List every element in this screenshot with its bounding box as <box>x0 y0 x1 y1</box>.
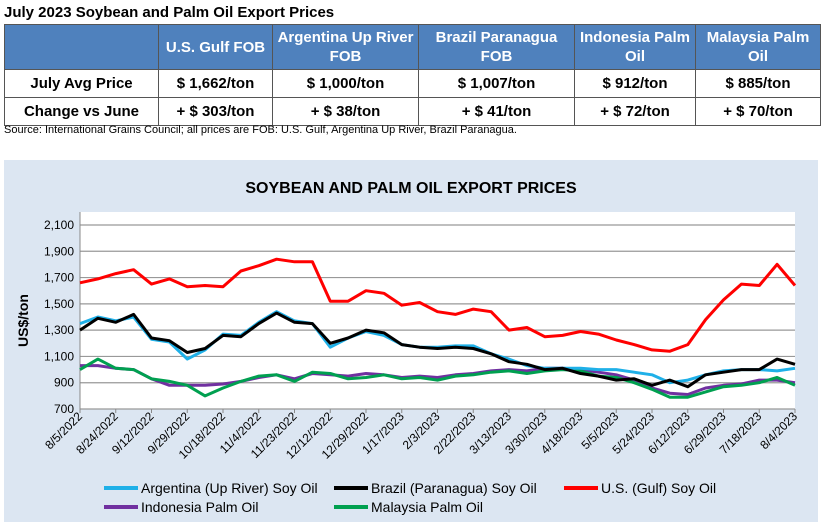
legend-label: Argentina (Up River) Soy Oil <box>141 480 318 496</box>
header-brazil: Brazil Paranagua FOB <box>418 24 575 70</box>
y-tick-label: 900 <box>54 376 74 390</box>
cell: + $ 41/ton <box>418 97 575 126</box>
chart-panel: SOYBEAN AND PALM OIL EXPORT PRICES 700 90… <box>4 160 818 522</box>
series-line-u-s-gulf-soy-oil <box>79 257 797 353</box>
line-chart: 7009001,1001,3001,5001,7001,9002,1008/5/… <box>15 212 800 462</box>
y-tick-label: 2,100 <box>44 218 74 232</box>
y-axis-label: US$/ton <box>15 294 31 347</box>
header-blank <box>4 24 159 70</box>
header-argentina: Argentina Up River FOB <box>272 24 419 70</box>
legend-brazil: Brazil (Paranagua) Soy Oil <box>334 480 537 496</box>
legend-swatch <box>104 486 138 490</box>
table-row: July Avg Price $ 1,662/ton $ 1,000/ton $… <box>4 69 821 98</box>
legend-indonesia: Indonesia Palm Oil <box>104 499 259 515</box>
header-indonesia: Indonesia Palm Oil <box>574 24 696 70</box>
price-table: U.S. Gulf FOB Argentina Up River FOB Bra… <box>4 24 821 126</box>
row-label: Change vs June <box>4 97 159 126</box>
series-line-brazil-paranagua-soy-oil <box>79 311 796 389</box>
table-row: Change vs June + $ 303/ton + $ 38/ton + … <box>4 97 821 126</box>
series-line-malaysia-palm-oil <box>79 357 796 399</box>
x-tick-label: 8/4/2023 <box>757 409 800 452</box>
source-note: Source: International Grains Council; al… <box>4 124 517 136</box>
legend-label: Brazil (Paranagua) Soy Oil <box>371 480 537 496</box>
cell: $ 1,000/ton <box>272 69 419 98</box>
cell: + $ 70/ton <box>695 97 821 126</box>
legend-label: Indonesia Palm Oil <box>141 499 259 515</box>
cell: + $ 72/ton <box>574 97 696 126</box>
legend-argentina: Argentina (Up River) Soy Oil <box>104 480 318 496</box>
row-label: July Avg Price <box>4 69 159 98</box>
y-tick-label: 1,500 <box>44 297 74 311</box>
legend-swatch <box>104 505 138 509</box>
header-us-gulf: U.S. Gulf FOB <box>158 24 273 70</box>
y-tick-label: 1,100 <box>44 349 74 363</box>
y-tick-label: 1,300 <box>44 323 74 337</box>
series-line-indonesia-palm-oil <box>80 364 796 396</box>
header-malaysia: Malaysia Palm Oil <box>695 24 821 70</box>
cell: + $ 303/ton <box>158 97 273 126</box>
legend-label: U.S. (Gulf) Soy Oil <box>601 480 717 496</box>
cell: $ 912/ton <box>574 69 696 98</box>
cell: $ 1,662/ton <box>158 69 273 98</box>
legend-malaysia: Malaysia Palm Oil <box>334 499 483 515</box>
y-tick-label: 1,900 <box>44 244 74 258</box>
legend-swatch <box>334 505 368 509</box>
cell: $ 885/ton <box>695 69 821 98</box>
legend-us-gulf: U.S. (Gulf) Soy Oil <box>564 480 716 496</box>
cell: + $ 38/ton <box>272 97 419 126</box>
legend-swatch <box>334 486 368 490</box>
table-title: July 2023 Soybean and Palm Oil Export Pr… <box>4 4 335 21</box>
legend-label: Malaysia Palm Oil <box>371 499 484 515</box>
legend-swatch <box>564 486 598 490</box>
y-tick-label: 1,700 <box>44 271 74 285</box>
y-tick-label: 700 <box>54 402 74 416</box>
cell: $ 1,007/ton <box>418 69 575 98</box>
chart-title: SOYBEAN AND PALM OIL EXPORT PRICES <box>245 180 577 197</box>
